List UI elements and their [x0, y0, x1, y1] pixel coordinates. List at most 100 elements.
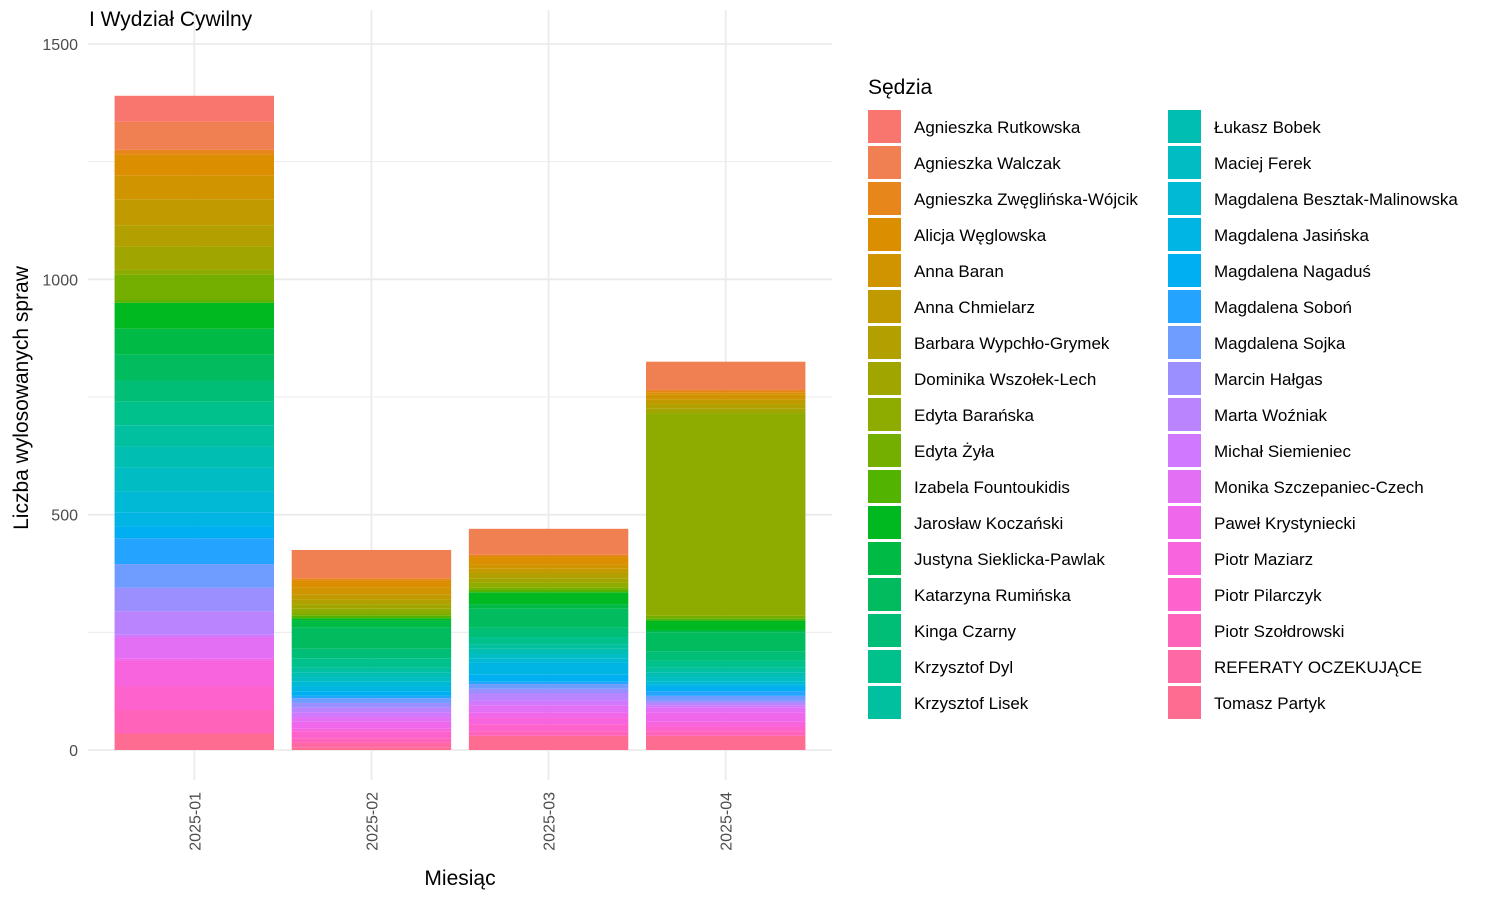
bar-segment	[114, 611, 274, 635]
legend-key	[1168, 254, 1201, 287]
bar-segment	[114, 660, 274, 687]
bar-segment	[291, 580, 452, 588]
bar-segment	[291, 742, 452, 748]
bar-segment	[646, 695, 806, 701]
legend-label: Marcin Hałgas	[1214, 370, 1323, 389]
legend-key	[1168, 110, 1201, 143]
bar-segment	[646, 707, 806, 713]
bar-segment	[468, 700, 629, 706]
legend-label: Tomasz Partyk	[1214, 694, 1326, 713]
bar-segment	[646, 408, 806, 414]
bar-segment	[291, 686, 452, 692]
legend-key	[1168, 578, 1201, 611]
legend-label: Michał Siemieniec	[1214, 442, 1351, 461]
legend-label: Jarosław Koczański	[914, 514, 1063, 533]
bar-segment	[646, 632, 806, 652]
bar-segment	[114, 587, 274, 612]
bar-segment	[291, 677, 452, 682]
bar-segment	[291, 691, 452, 696]
bar-segment	[646, 726, 806, 732]
bar-segment	[114, 274, 274, 301]
legend-label: Marta Woźniak	[1214, 406, 1328, 425]
legend-label: Monika Szczepaniec-Czech	[1214, 478, 1424, 497]
legend-key	[1168, 146, 1201, 179]
legend-label: Anna Chmielarz	[914, 298, 1035, 317]
bar-segment	[646, 389, 806, 393]
bar-segment	[646, 399, 806, 405]
bar-segment	[291, 615, 452, 619]
legend-label: Magdalena Soboń	[1214, 298, 1352, 317]
bar-segment	[646, 361, 806, 390]
bar-segment	[114, 658, 274, 661]
bar-segment	[291, 728, 452, 732]
bar-segment	[468, 705, 629, 713]
bar-segment	[291, 618, 452, 621]
bar-segment	[468, 658, 629, 663]
bar-segment	[646, 681, 806, 685]
bar-segment	[291, 721, 452, 729]
legend-key	[868, 434, 901, 467]
bar-segment	[646, 394, 806, 400]
bar-segment	[468, 648, 629, 654]
bar-segment	[468, 653, 629, 659]
legend-key	[1168, 506, 1201, 539]
x-tick-label: 2025-02	[364, 792, 381, 851]
bar-segment	[114, 95, 274, 122]
legend-key	[868, 470, 901, 503]
legend-key	[1168, 362, 1201, 395]
legend-key	[1168, 650, 1201, 683]
legend-label: Agnieszka Walczak	[914, 154, 1061, 173]
bar-segment	[646, 620, 806, 630]
bar-segment	[291, 731, 452, 739]
bar-segment	[114, 425, 274, 447]
bar-segment	[291, 702, 452, 708]
bar-segment	[646, 712, 806, 722]
bar-segment	[291, 604, 452, 609]
legend-key	[868, 578, 901, 611]
legend-key	[1168, 686, 1201, 719]
legend-label: Piotr Maziarz	[1214, 550, 1313, 569]
legend-label: Edyta Żyła	[914, 442, 995, 461]
bar-segment	[468, 674, 629, 682]
legend-label: Barbara Wypchło-Grymek	[914, 334, 1110, 353]
legend-key	[868, 686, 901, 719]
bar-segment	[114, 709, 274, 734]
legend-key	[868, 146, 901, 179]
bar-segment	[468, 557, 629, 565]
bar-segment	[114, 467, 274, 492]
bar-segment	[646, 672, 806, 678]
legend-label: Agnieszka Zwęglińska-Wójcik	[914, 190, 1138, 209]
legend-key	[1168, 182, 1201, 215]
legend-label: Magdalena Nagaduś	[1214, 262, 1371, 281]
bar-segment	[114, 175, 274, 200]
legend-label: Edyta Barańska	[914, 406, 1035, 425]
legend-key	[868, 254, 901, 287]
bar-segment	[114, 199, 274, 226]
legend-key	[1168, 218, 1201, 251]
bar-segment	[114, 246, 274, 270]
bar-segment	[646, 684, 806, 687]
legend: Sędzia Agnieszka Rutkowska Agnieszka Walc…	[868, 76, 1458, 719]
legend-key	[868, 182, 901, 215]
bar-segment	[291, 698, 452, 703]
bar-segment	[291, 627, 452, 649]
bar-segment	[291, 613, 452, 616]
bar-segment	[114, 380, 274, 402]
y-axis-title: Liczba wylosowanych spraw	[10, 265, 33, 530]
bar-segment	[468, 592, 629, 605]
legend-key	[868, 290, 901, 323]
y-tick-label: 500	[51, 508, 78, 525]
bar-segment	[291, 667, 452, 673]
bar-segment	[114, 512, 274, 527]
bar-segment	[291, 717, 452, 722]
bar-segment	[291, 712, 452, 718]
bar-segment	[291, 594, 452, 600]
bar-segment	[646, 667, 806, 673]
legend-label: Kinga Czarny	[914, 622, 1017, 641]
legend-label: Magdalena Jasińska	[1214, 226, 1370, 245]
legend-key	[868, 614, 901, 647]
bar-segment	[291, 549, 452, 579]
legend-key	[868, 362, 901, 395]
legend-key	[868, 650, 901, 683]
